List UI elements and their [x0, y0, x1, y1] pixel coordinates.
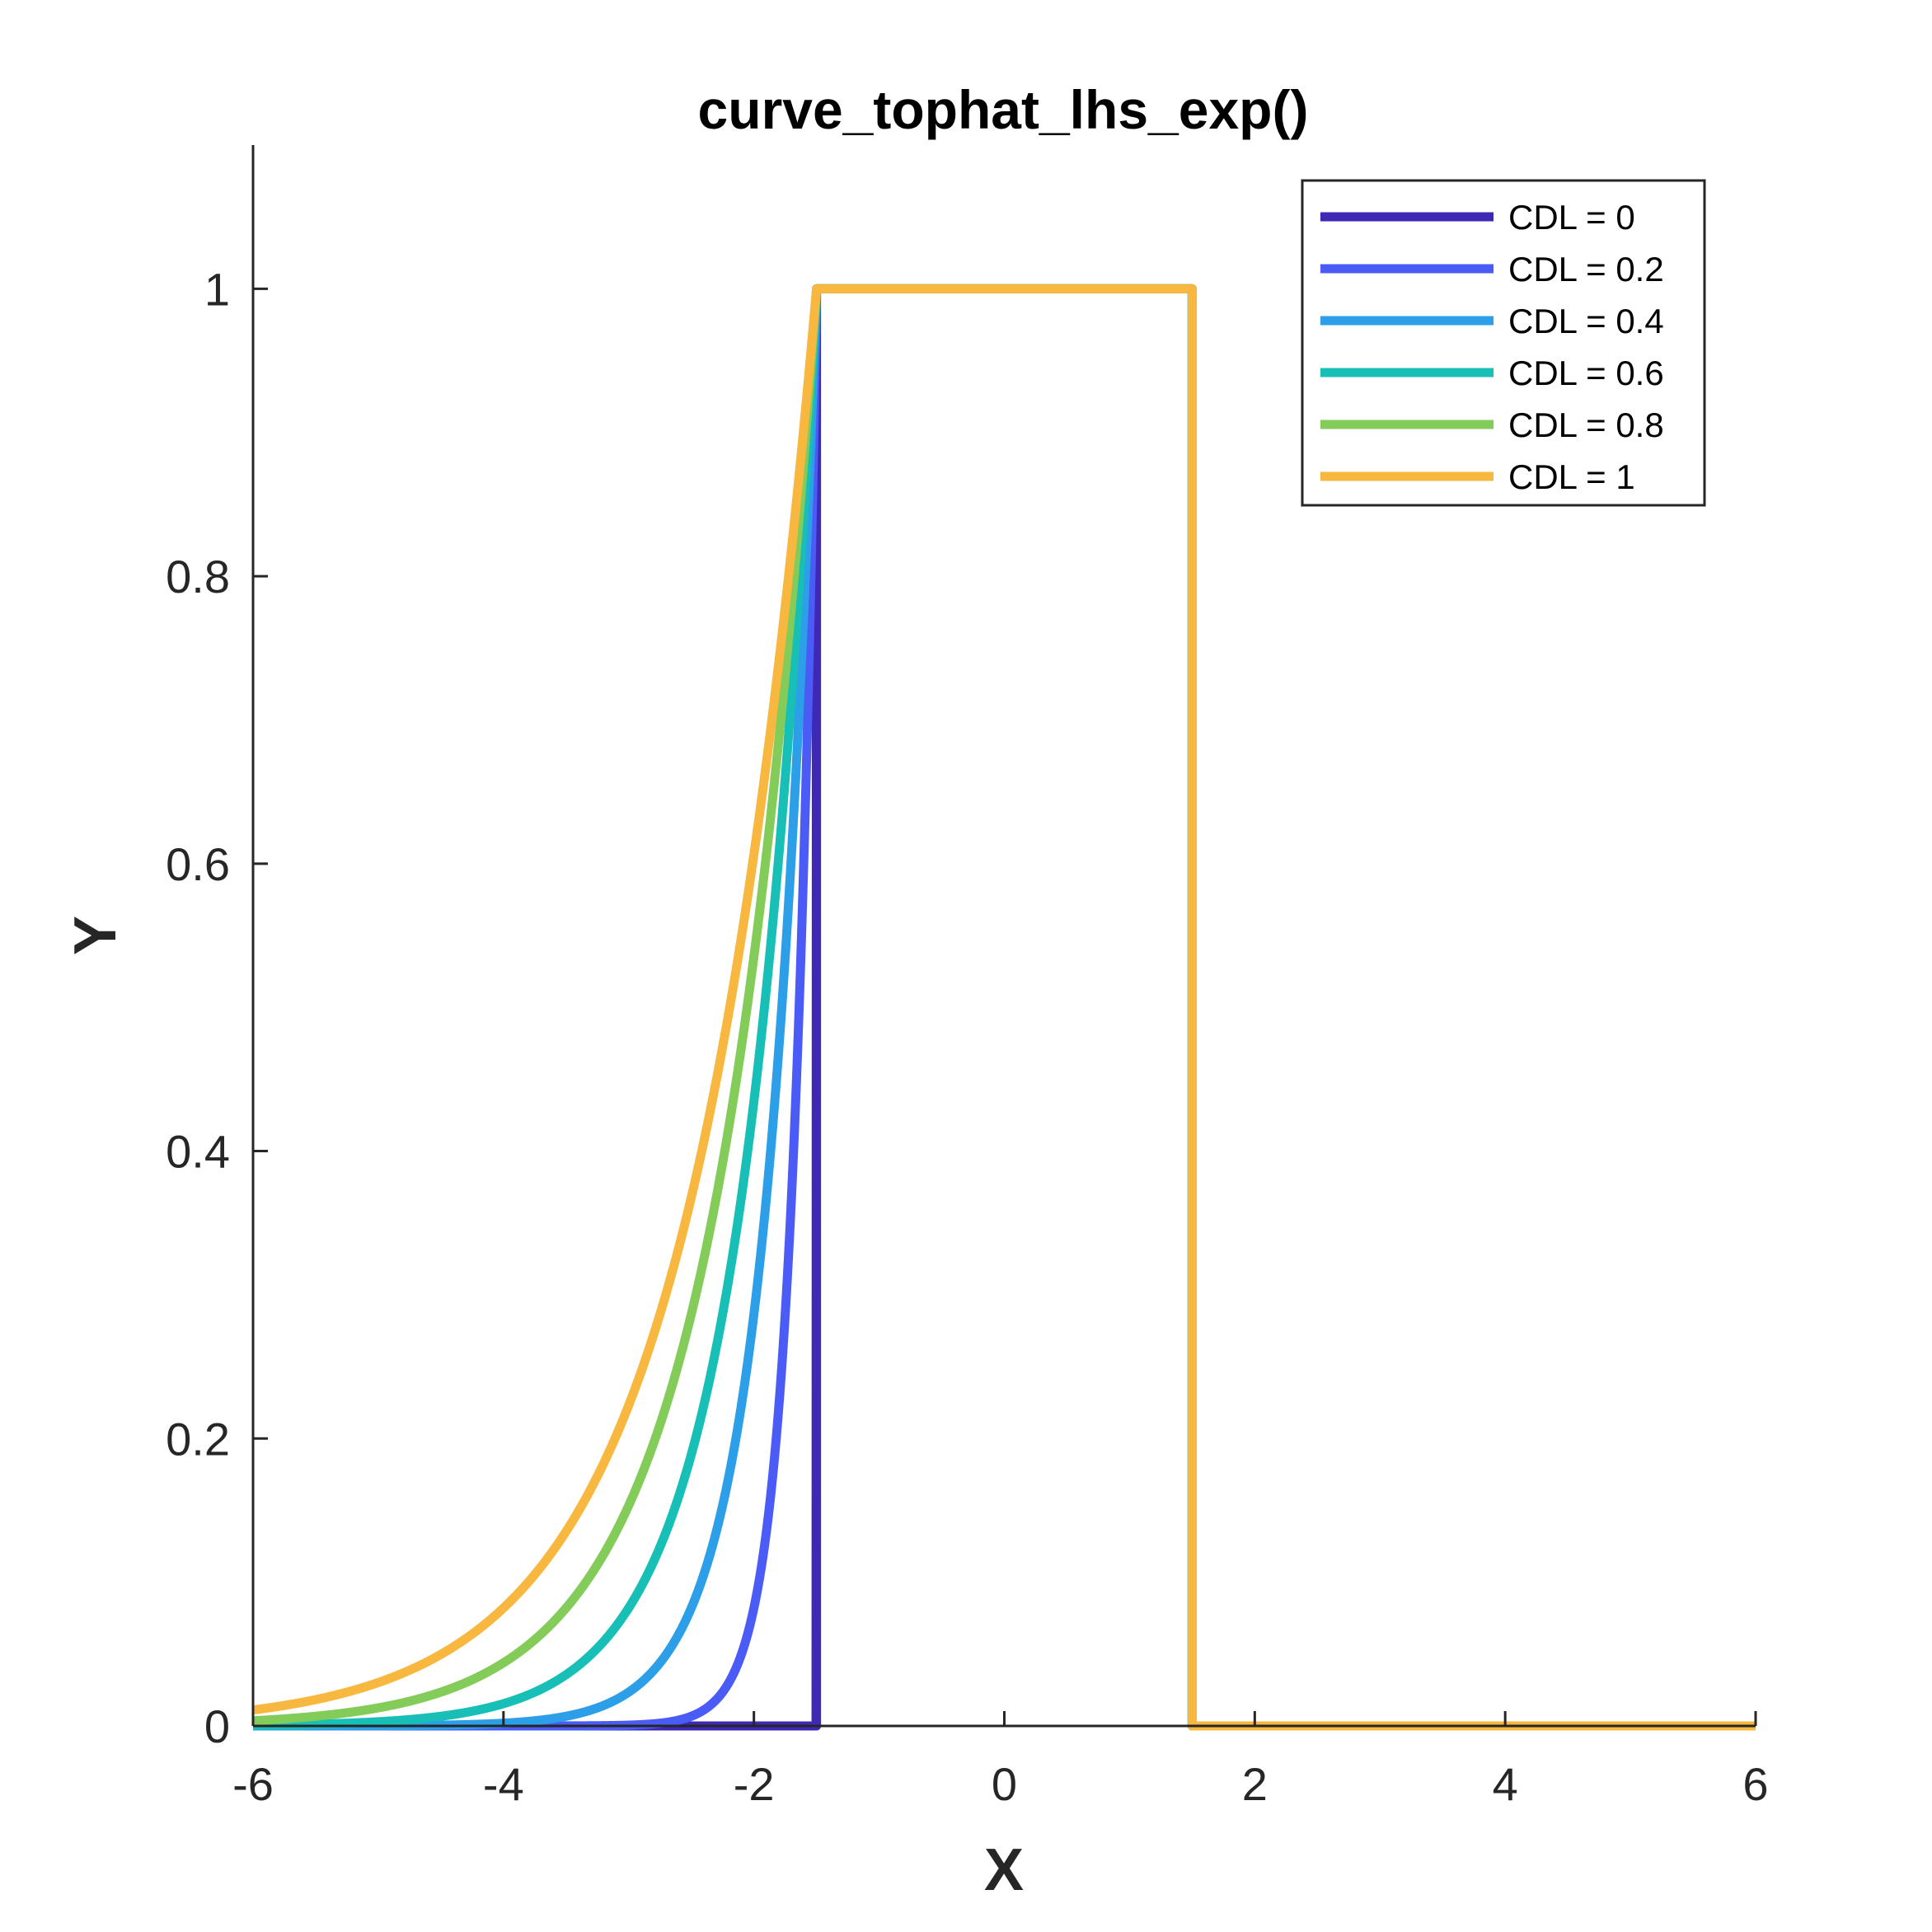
x-axis-label: X	[984, 1837, 1024, 1903]
y-axis-label: Y	[63, 916, 129, 955]
legend-label: CDL = 0.6	[1508, 354, 1664, 392]
x-ticks: -6 -4 -2 0 2 4 6	[232, 1711, 1769, 1810]
legend-label: CDL = 1	[1508, 457, 1635, 496]
legend-label: CDL = 0.2	[1508, 250, 1664, 288]
x-tick-label: 6	[1742, 1758, 1768, 1810]
legend-label: CDL = 0.4	[1508, 302, 1664, 340]
y-tick-label: 1	[204, 263, 230, 315]
series-line	[249, 284, 1756, 1731]
legend: CDL = 0 CDL = 0.2 CDL = 0.4 CDL = 0.6 CDL = …	[1301, 179, 1706, 507]
y-tick-label: 0	[204, 1700, 230, 1752]
x-tick-label: -4	[483, 1758, 524, 1810]
x-tick-label: 2	[1242, 1758, 1268, 1810]
x-tick-label: 0	[992, 1758, 1017, 1810]
y-ticks: 0 0.2 0.4 0.6 0.8 1	[166, 263, 268, 1752]
x-tick-label: -2	[734, 1758, 775, 1810]
y-tick-label: 0.8	[166, 551, 230, 603]
legend-label: CDL = 0.8	[1508, 406, 1664, 444]
y-tick-label: 0.6	[166, 838, 230, 890]
chart-title: curve_tophat_lhs_exp()	[698, 79, 1309, 140]
x-tick-label: -6	[232, 1758, 274, 1810]
legend-entries: CDL = 0 CDL = 0.2 CDL = 0.4 CDL = 0.6 CDL = …	[1320, 198, 1664, 496]
legend-label: CDL = 0	[1508, 198, 1635, 237]
y-tick-label: 0.4	[166, 1126, 230, 1178]
y-tick-label: 0.2	[166, 1413, 230, 1465]
series-line	[249, 284, 1756, 1731]
x-tick-label: 4	[1493, 1758, 1518, 1810]
series-line	[249, 284, 1756, 1731]
legend-box	[1301, 179, 1706, 507]
